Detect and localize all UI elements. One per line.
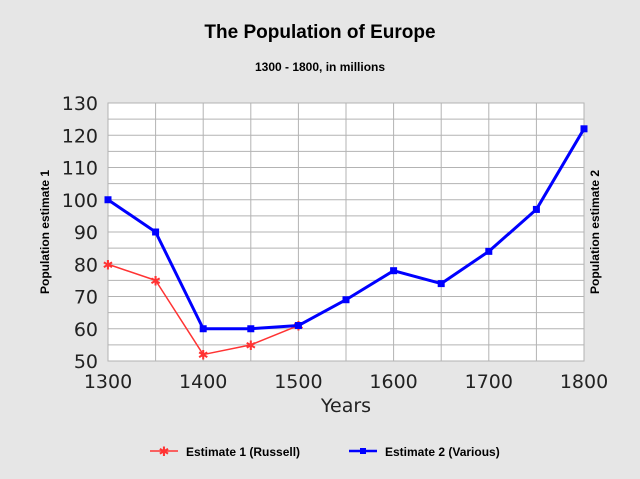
y-tick-label: 50 xyxy=(74,351,98,373)
tick-labels: 50 60 70 80 90 100 110 120 130 1300 1400 1500 1600 17… xyxy=(62,93,608,393)
y-tick-label: 70 xyxy=(74,287,98,309)
data-point-series-1: ✱ xyxy=(198,349,209,364)
y-tick-label: 120 xyxy=(62,125,98,147)
x-tick-label: 1600 xyxy=(369,371,417,393)
data-point-series-2 xyxy=(247,325,255,333)
data-point-series-2 xyxy=(342,296,350,304)
x-axis-title: Years xyxy=(320,395,371,417)
y-tick-label: 90 xyxy=(74,222,98,244)
x-tick-label: 1500 xyxy=(274,371,322,393)
y-axis-title-left: Population estimate 1 xyxy=(38,170,52,294)
legend-marker-estimate-1: ✱ xyxy=(159,445,170,460)
legend-marker-estimate-2 xyxy=(360,448,366,454)
legend: ✱ Estimate 1 (Russell) Estimate 2 (Vario… xyxy=(150,445,500,460)
series-line-1 xyxy=(107,263,299,356)
data-point-series-2 xyxy=(152,228,160,236)
y-tick-label: 100 xyxy=(62,190,98,212)
y-tick-label: 110 xyxy=(62,158,98,180)
series-layer: ✱✱✱✱✱ xyxy=(103,125,588,364)
data-point-series-1: ✱ xyxy=(245,339,256,354)
y-axis-title-right: Population estimate 2 xyxy=(588,170,602,294)
chart-title: The Population of Europe xyxy=(204,22,435,43)
data-point-series-2 xyxy=(199,325,207,333)
chart-subtitle: 1300 - 1800, in millions xyxy=(255,60,385,74)
legend-label-estimate-1: Estimate 1 (Russell) xyxy=(186,445,300,459)
x-tick-label: 1800 xyxy=(560,371,608,393)
x-tick-label: 1700 xyxy=(465,371,513,393)
data-point-series-2 xyxy=(532,205,540,213)
y-tick-label: 60 xyxy=(74,319,98,341)
data-point-series-1: ✱ xyxy=(150,274,161,289)
y-tick-label: 80 xyxy=(74,254,98,276)
y-tick-label: 130 xyxy=(62,93,98,115)
x-tick-label: 1300 xyxy=(84,371,132,393)
data-point-series-1: ✱ xyxy=(103,258,114,273)
x-tick-label: 1400 xyxy=(179,371,227,393)
data-point-series-2 xyxy=(485,247,493,255)
data-point-series-2 xyxy=(104,196,112,204)
data-point-series-2 xyxy=(437,280,445,288)
data-point-series-2 xyxy=(580,125,588,133)
legend-label-estimate-2: Estimate 2 (Various) xyxy=(385,445,500,459)
data-point-series-2 xyxy=(294,322,302,330)
data-point-series-2 xyxy=(390,267,398,275)
